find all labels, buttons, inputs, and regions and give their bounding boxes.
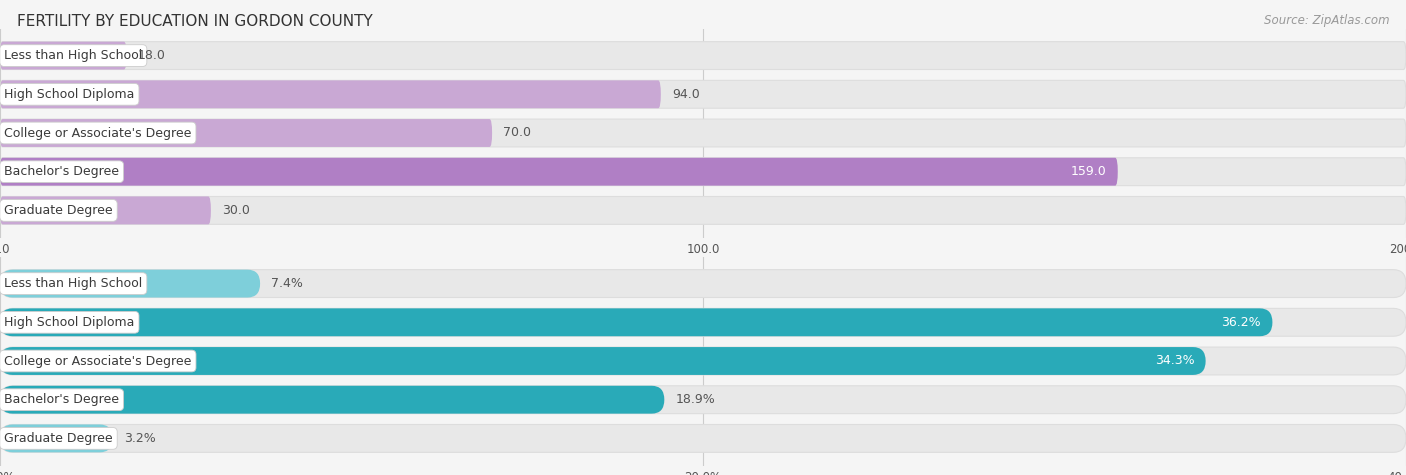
Text: College or Associate's Degree: College or Associate's Degree <box>4 354 191 368</box>
Text: Less than High School: Less than High School <box>4 277 142 290</box>
FancyBboxPatch shape <box>0 425 1406 452</box>
Text: 94.0: 94.0 <box>672 88 700 101</box>
FancyBboxPatch shape <box>0 347 1406 375</box>
Text: 34.3%: 34.3% <box>1154 354 1195 368</box>
Text: Bachelor's Degree: Bachelor's Degree <box>4 393 120 406</box>
Text: 7.4%: 7.4% <box>271 277 304 290</box>
Text: FERTILITY BY EDUCATION IN GORDON COUNTY: FERTILITY BY EDUCATION IN GORDON COUNTY <box>17 14 373 29</box>
Text: 18.9%: 18.9% <box>675 393 716 406</box>
FancyBboxPatch shape <box>0 80 1406 108</box>
FancyBboxPatch shape <box>0 80 661 108</box>
FancyBboxPatch shape <box>0 119 1406 147</box>
Text: High School Diploma: High School Diploma <box>4 316 135 329</box>
Text: 36.2%: 36.2% <box>1222 316 1261 329</box>
Text: 3.2%: 3.2% <box>124 432 156 445</box>
Text: 18.0: 18.0 <box>138 49 166 62</box>
FancyBboxPatch shape <box>0 425 112 452</box>
FancyBboxPatch shape <box>0 119 492 147</box>
Text: Graduate Degree: Graduate Degree <box>4 204 112 217</box>
FancyBboxPatch shape <box>0 270 260 297</box>
Text: Bachelor's Degree: Bachelor's Degree <box>4 165 120 178</box>
FancyBboxPatch shape <box>0 197 1406 224</box>
FancyBboxPatch shape <box>0 308 1406 336</box>
FancyBboxPatch shape <box>0 308 1272 336</box>
Text: 30.0: 30.0 <box>222 204 250 217</box>
Text: College or Associate's Degree: College or Associate's Degree <box>4 126 191 140</box>
Text: Less than High School: Less than High School <box>4 49 142 62</box>
FancyBboxPatch shape <box>0 270 1406 297</box>
FancyBboxPatch shape <box>0 158 1118 186</box>
FancyBboxPatch shape <box>0 42 1406 69</box>
FancyBboxPatch shape <box>0 42 127 69</box>
FancyBboxPatch shape <box>0 386 1406 414</box>
FancyBboxPatch shape <box>0 386 664 414</box>
Text: 70.0: 70.0 <box>503 126 531 140</box>
Text: High School Diploma: High School Diploma <box>4 88 135 101</box>
Text: Source: ZipAtlas.com: Source: ZipAtlas.com <box>1264 14 1389 27</box>
FancyBboxPatch shape <box>0 197 211 224</box>
FancyBboxPatch shape <box>0 347 1205 375</box>
Text: Graduate Degree: Graduate Degree <box>4 432 112 445</box>
Text: 159.0: 159.0 <box>1071 165 1107 178</box>
FancyBboxPatch shape <box>0 158 1406 186</box>
